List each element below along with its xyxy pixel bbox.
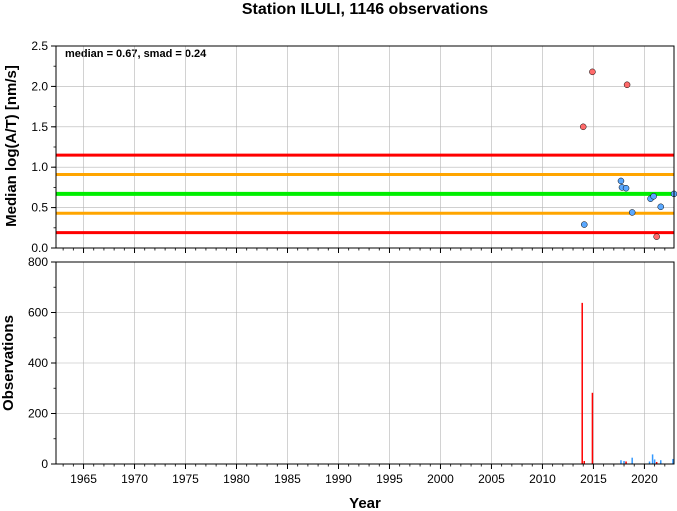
scatter-point [617, 177, 625, 185]
scatter-point [650, 193, 657, 200]
scatter-point [579, 123, 587, 131]
x-tick-label: 1985 [274, 472, 301, 486]
bottom-y-tick-label: 600 [28, 306, 48, 320]
x-tick-label: 1980 [223, 472, 250, 486]
x-tick-label: 1965 [70, 472, 97, 486]
x-tick-label: 2000 [427, 472, 454, 486]
scatter-point [653, 233, 660, 240]
x-tick-label: 2010 [529, 472, 556, 486]
x-tick-label: 2020 [631, 472, 658, 486]
bottom-y-tick-label: 0 [41, 457, 48, 471]
top-y-tick-label: 2.5 [31, 39, 48, 53]
bottom-y-tick-label: 400 [28, 356, 48, 370]
top-y-tick-label: 0.0 [31, 241, 48, 255]
top-y-tick-label: 2.0 [31, 79, 48, 93]
scatter-point [628, 209, 636, 216]
bottom-y-tick-label: 800 [28, 255, 48, 269]
top-x-ticks [62, 248, 666, 253]
scatter-point [622, 184, 630, 192]
top-y-ticks: 0.0 0.5 1.0 1.5 2.0 2.5 [31, 39, 56, 255]
x-tick-label: 1975 [172, 472, 199, 486]
top-y-tick-label: 1.5 [31, 120, 48, 134]
bottom-y-ticks: 0 200 400 600 800 [28, 255, 56, 471]
top-panel: 0.0 0.5 1.0 1.5 2.0 2.5 [31, 39, 677, 255]
bottom-x-ticks: 1965 1970 1975 1980 1985 1990 1995 2000 2005 2010… [62, 464, 666, 486]
bottom-plot-frame [55, 261, 675, 465]
x-tick-label: 1970 [121, 472, 148, 486]
bottom-y-axis-label: Observations [0, 315, 17, 411]
chart-title: Station ILULI, 1146 observations [242, 1, 488, 18]
bottom-bars [581, 302, 674, 464]
top-y-tick-label: 0.5 [31, 201, 48, 215]
top-reference-lines [56, 153, 674, 235]
scatter-point [623, 81, 631, 89]
top-plot-frame [55, 45, 675, 249]
x-tick-label: 1990 [325, 472, 352, 486]
bottom-grid [56, 261, 674, 465]
top-y-tick-label: 1.0 [31, 160, 48, 174]
x-axis-label: Year [349, 495, 381, 511]
top-grid [56, 45, 674, 249]
x-tick-label: 2005 [478, 472, 505, 486]
bottom-y-tick-label: 200 [28, 407, 48, 421]
scatter-point [657, 203, 664, 211]
stats-annotation: median = 0.67, smad = 0.24 [65, 48, 207, 60]
scatter-point [581, 221, 588, 228]
x-tick-label: 1995 [376, 472, 403, 486]
x-tick-label: 2015 [580, 472, 607, 486]
top-y-axis-label: Median log(A/T) [nm/s] [3, 65, 20, 227]
top-scatter-points [579, 68, 677, 240]
scatter-point [589, 68, 596, 76]
